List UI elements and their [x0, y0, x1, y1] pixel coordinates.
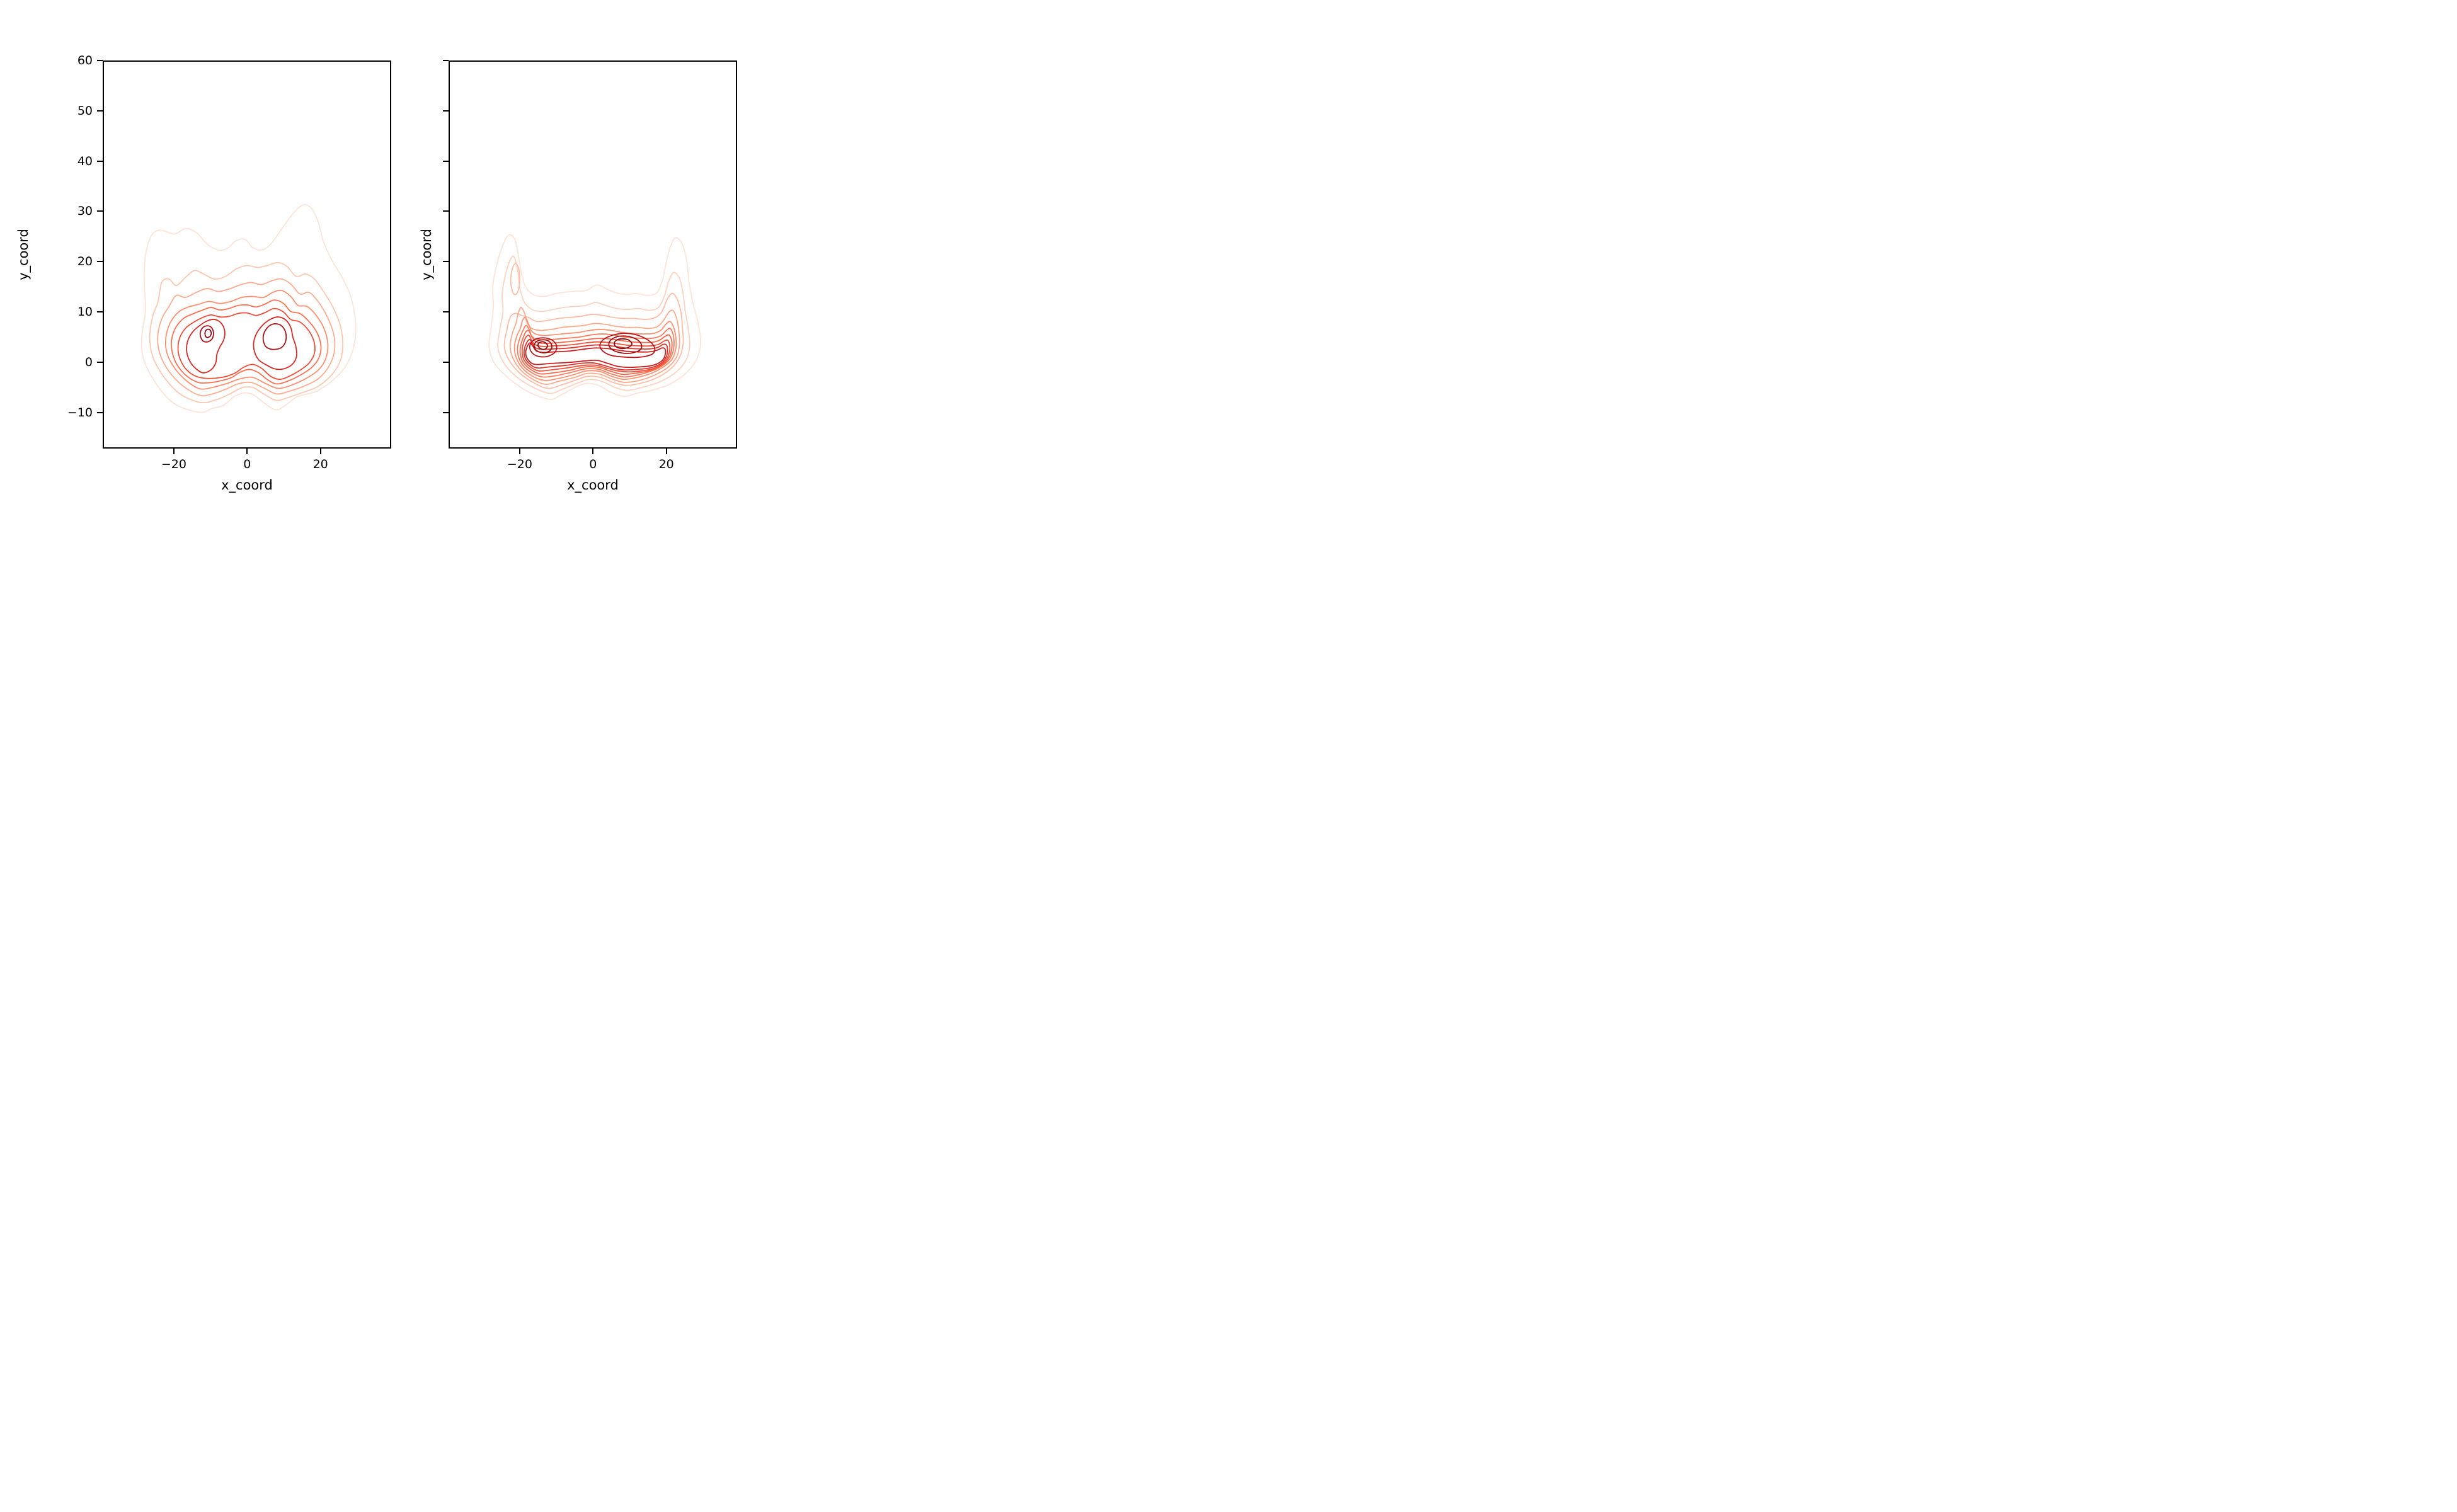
contour-line-level-12 — [608, 335, 643, 354]
right-plot — [449, 60, 737, 449]
x-tick-mark — [319, 449, 321, 454]
left-plot-contours — [140, 204, 357, 413]
y-tick-label: 60 — [77, 54, 93, 67]
contour-line-level-11 — [599, 333, 656, 358]
y-tick-mark — [97, 311, 103, 312]
contour-line-level-3 — [157, 278, 336, 397]
y-tick-label: 40 — [77, 154, 93, 168]
x-tick-label: 20 — [312, 457, 328, 471]
y-tick-mark — [443, 411, 449, 413]
y-tick-mark — [443, 361, 449, 363]
x-tick-mark — [518, 449, 520, 454]
contour-line-level-8 — [262, 323, 287, 350]
y-tick-mark — [97, 60, 103, 61]
y-tick-label: 50 — [77, 103, 93, 118]
contour-line-level-6 — [177, 307, 316, 381]
left-plot-xlabel: x_coord — [221, 478, 273, 493]
contour-line-level-8 — [199, 325, 214, 343]
y-tick-label: 20 — [77, 255, 93, 269]
y-tick-mark — [97, 361, 103, 363]
y-tick-mark — [97, 160, 103, 162]
x-tick-label: 20 — [658, 457, 674, 471]
y-tick-label: 10 — [77, 304, 93, 319]
contour-line-level-4 — [509, 307, 680, 386]
y-tick-label: −10 — [67, 405, 93, 420]
x-tick-label: 0 — [243, 457, 251, 471]
y-tick-mark — [443, 160, 449, 162]
contour-line-level-13 — [537, 341, 549, 350]
y-tick-mark — [443, 210, 449, 212]
y-tick-mark — [443, 261, 449, 263]
contour-line-level-5 — [170, 299, 322, 385]
contour-line-level-1 — [140, 204, 357, 413]
contour-line-level-2 — [497, 255, 690, 394]
x-tick-mark — [246, 449, 248, 454]
right-plot-xlabel: x_coord — [567, 478, 619, 493]
contour-line-level-9 — [204, 328, 212, 338]
left-plot — [103, 60, 391, 449]
y-tick-mark — [97, 210, 103, 212]
x-tick-mark — [173, 449, 175, 454]
contour-line-level-12 — [533, 339, 553, 354]
x-tick-label: 0 — [589, 457, 597, 471]
contour-line-level-3 — [510, 263, 520, 295]
x-tick-label: −20 — [161, 457, 186, 471]
contour-line-level-2 — [149, 261, 343, 404]
contour-line-level-7 — [253, 316, 297, 370]
contour-line-level-4 — [164, 289, 329, 390]
contour-line-level-7 — [186, 319, 226, 374]
y-tick-mark — [97, 261, 103, 263]
left-plot-ylabel: y_coord — [16, 229, 31, 280]
right-plot-contours — [488, 234, 701, 400]
contour-line-level-11 — [529, 337, 558, 358]
contour-line-level-1 — [488, 234, 701, 400]
contour-line-level-7 — [519, 329, 673, 375]
figure: y_coord y_coord x_coord x_coord 60 50 40 30… — [0, 0, 819, 504]
y-tick-mark — [443, 110, 449, 112]
contour-line-level-9 — [523, 338, 668, 371]
contour-line-level-13 — [614, 338, 633, 350]
contour-line-level-8 — [521, 335, 671, 373]
y-tick-mark — [97, 110, 103, 112]
x-tick-mark — [592, 449, 594, 454]
y-tick-label: 30 — [77, 204, 93, 219]
y-tick-mark — [443, 60, 449, 61]
y-tick-mark — [97, 411, 103, 413]
x-tick-mark — [665, 449, 667, 454]
y-tick-label: 0 — [84, 355, 93, 369]
x-tick-label: −20 — [507, 457, 532, 471]
right-plot-ylabel: y_coord — [419, 229, 434, 280]
y-tick-mark — [443, 311, 449, 312]
contour-line-level-3 — [503, 292, 684, 389]
